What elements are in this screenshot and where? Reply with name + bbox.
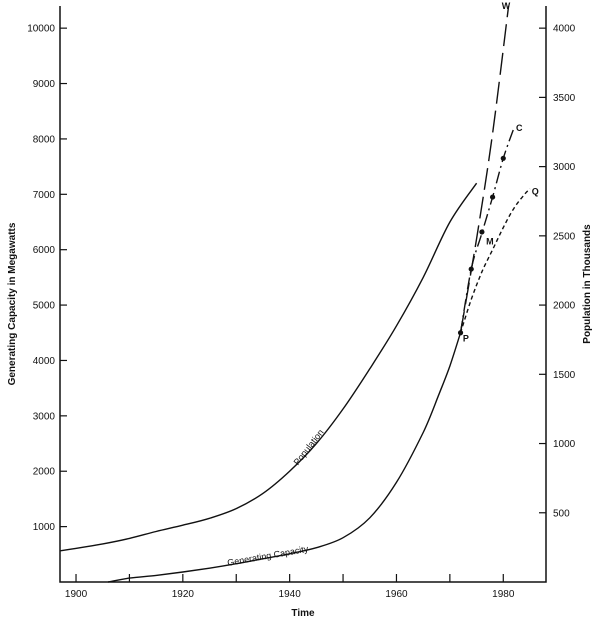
y-left-tick-label: 7000 — [33, 190, 56, 201]
series-line-population — [59, 182, 478, 552]
y-left-tick-label: 10000 — [27, 24, 55, 35]
y-right-tick-label: 500 — [553, 508, 570, 519]
point-label-q: Q — [532, 187, 539, 197]
y-left-tick-label: 3000 — [33, 411, 56, 422]
y-left-tick-label: 2000 — [33, 467, 56, 478]
y-left-tick-label: 4000 — [33, 356, 56, 367]
x-axis-title: Time — [291, 608, 315, 619]
plot-curves — [59, 5, 531, 583]
series-line-q — [459, 188, 531, 334]
axes-frame: 1900 1920 1940 1960 1980 1000 2000 3000 4000 5000… — [27, 6, 576, 600]
y-left-tick-label: 6000 — [33, 245, 56, 256]
point-label-m: M — [486, 236, 494, 246]
y-right-tick-label: 2500 — [553, 231, 576, 242]
y-right-tick-label: 1500 — [553, 370, 576, 381]
series-line-generating-capacity — [107, 332, 462, 583]
x-tick-label: 1920 — [172, 589, 195, 600]
data-point-marker — [489, 194, 496, 200]
data-point-marker — [457, 330, 464, 336]
plot-labels: W C M Q P Population Generating Capacity — [226, 1, 538, 568]
series-label-population: Population — [292, 427, 326, 467]
series-line-c — [459, 127, 515, 333]
y-left-tick-label: 5000 — [33, 301, 56, 312]
data-point-marker — [500, 155, 506, 161]
x-tick-label: 1900 — [65, 589, 88, 600]
point-label-p: P — [463, 333, 469, 343]
x-tick-label: 1960 — [385, 589, 408, 600]
point-label-c: C — [516, 123, 523, 133]
y-axis-left-title: Generating Capacity in Megawatts — [7, 222, 18, 385]
y-left-tick-label: 1000 — [33, 522, 56, 533]
axes-outline — [59, 6, 547, 583]
y-right-tick-label: 3000 — [553, 162, 576, 173]
y-right-tick-label: 4000 — [553, 24, 576, 35]
series-line-w — [459, 5, 510, 333]
plot-markers — [457, 155, 506, 336]
y-right-tick-label: 3500 — [553, 93, 576, 104]
x-tick-label: 1940 — [279, 589, 302, 600]
y-left-tick-label: 8000 — [33, 134, 56, 145]
series-label-generating-capacity: Generating Capacity — [226, 544, 309, 568]
y-right-tick-label: 2000 — [553, 301, 576, 312]
y-left-tick-label: 9000 — [33, 79, 56, 90]
y-axis-right-title: Population in Thousands — [582, 224, 593, 344]
data-point-marker — [479, 229, 485, 235]
x-tick-label: 1980 — [492, 589, 515, 600]
data-point-marker — [468, 266, 474, 272]
point-label-w: W — [502, 1, 511, 11]
y-right-tick-label: 1000 — [553, 439, 576, 450]
